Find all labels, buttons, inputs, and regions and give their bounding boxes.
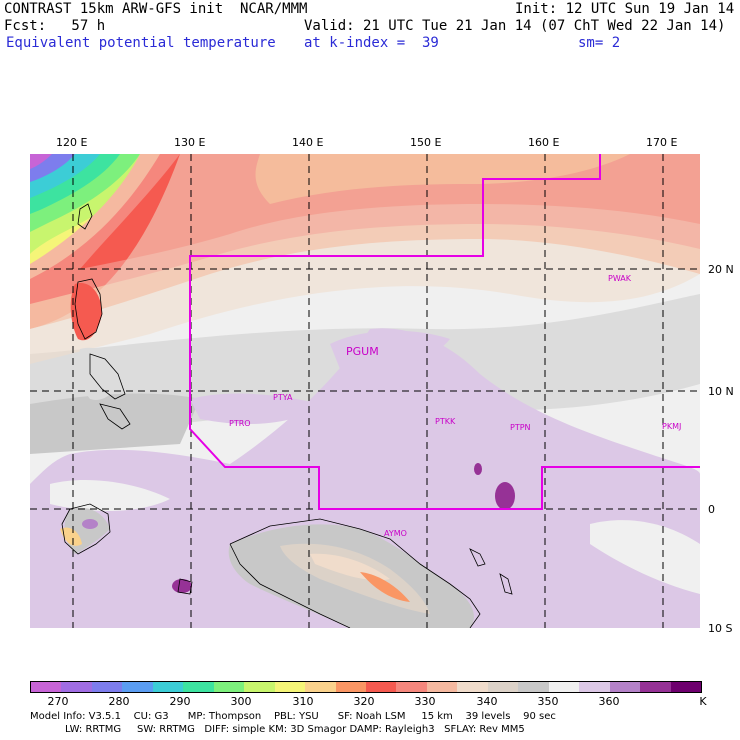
station-label: PWAK	[608, 274, 632, 283]
colorbar-swatch	[213, 682, 245, 692]
model-info-line1: Model Info: V3.5.1 CU: G3 MP: Thompson P…	[30, 711, 556, 722]
colorbar-label: 330	[414, 695, 436, 708]
colorbar-swatch	[396, 682, 427, 692]
colorbar-swatch	[640, 682, 671, 692]
colorbar-swatch	[274, 682, 306, 692]
model-info-line2: LW: RRTMG SW: RRTMG DIFF: simple KM: 3D …	[30, 724, 525, 735]
colorbar-swatch	[365, 682, 397, 692]
colorbar-label: 350	[537, 695, 559, 708]
colorbar-swatch	[426, 682, 458, 692]
map-panel: PWAK PGUM PTYA PTRO PTKK PTPN PKMJ AYMO	[30, 154, 700, 628]
colorbar-swatch	[579, 682, 610, 692]
colorbar-swatch	[91, 682, 123, 692]
colorbar-swatch	[518, 682, 549, 692]
colorbar-swatch	[61, 682, 92, 692]
colorbar-swatch	[548, 682, 580, 692]
lon-label-140: 140 E	[292, 136, 324, 149]
colorbar-label: 360	[598, 695, 620, 708]
colorbar-label: 280	[108, 695, 130, 708]
station-label: PTKK	[435, 417, 456, 426]
colorbar-swatch	[244, 682, 275, 692]
colorbar-swatch	[457, 682, 488, 692]
lat-label-equator: 0	[708, 503, 715, 516]
smoothing: sm= 2	[578, 35, 621, 51]
colorbar-swatch	[609, 682, 641, 692]
colorbar-swatch	[183, 682, 214, 692]
lat-label-10s: 10 S	[708, 622, 733, 635]
valid-time: Valid: 21 UTC Tue 21 Jan 14 (07 ChT Wed …	[304, 18, 726, 34]
colorbar-swatch	[305, 682, 336, 692]
lon-label-170: 170 E	[646, 136, 678, 149]
station-label: PTYA	[273, 393, 293, 402]
lon-label-120: 120 E	[56, 136, 88, 149]
colorbar-swatch	[670, 682, 701, 692]
theta-e-field	[30, 154, 700, 628]
station-label: PTRO	[229, 419, 251, 428]
colorbar-swatch	[487, 682, 519, 692]
station-label: PGUM	[346, 345, 379, 358]
lon-label-130: 130 E	[174, 136, 206, 149]
init-time: Init: 12 UTC Sun 19 Jan 14	[515, 1, 735, 17]
field-name: Equivalent potential temperature	[6, 35, 276, 51]
level-index: at k-index = 39	[304, 35, 439, 51]
colorbar-label: 340	[476, 695, 498, 708]
station-label: PTPN	[510, 423, 531, 432]
lat-label-10n: 10 N	[708, 385, 734, 398]
colorbar-swatch	[152, 682, 184, 692]
station-label: PKMJ	[662, 422, 682, 431]
colorbar-swatch	[335, 682, 366, 692]
colorbar-label: 290	[169, 695, 191, 708]
plot-title: CONTRAST 15km ARW-GFS init NCAR/MMM	[4, 1, 308, 17]
lat-label-20n: 20 N	[708, 263, 734, 276]
colorbar-label: 310	[292, 695, 314, 708]
colorbar-label: 300	[230, 695, 252, 708]
colorbar-swatch	[122, 682, 153, 692]
forecast-hour: Fcst: 57 h	[4, 18, 106, 34]
colorbar-label: 270	[47, 695, 69, 708]
colorbar-swatch	[31, 682, 62, 692]
lon-label-150: 150 E	[410, 136, 442, 149]
colorbar-unit: K	[699, 695, 707, 708]
lon-label-160: 160 E	[528, 136, 560, 149]
colorbar-label: 320	[353, 695, 375, 708]
colorbar	[30, 681, 702, 693]
station-label: AYMO	[384, 529, 407, 538]
